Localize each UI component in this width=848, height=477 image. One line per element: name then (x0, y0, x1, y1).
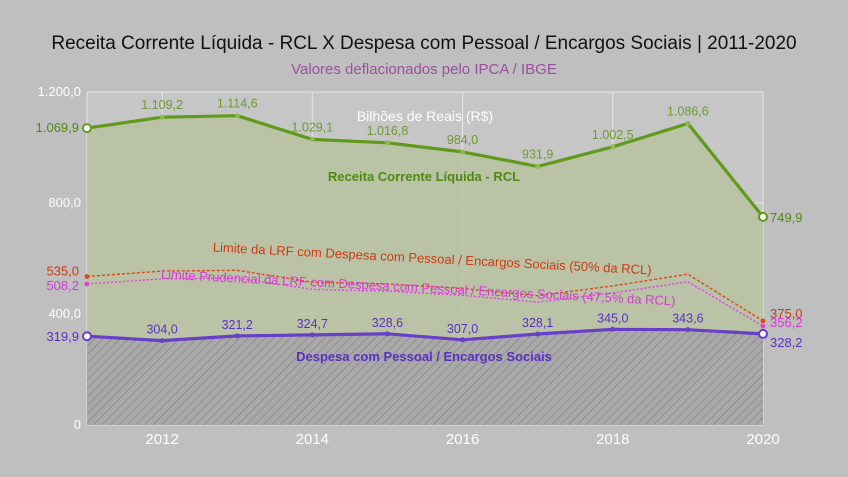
data-label-rcl: 931,9 (522, 147, 553, 161)
point-lrf (84, 274, 90, 279)
axis-ticks: 0 400,0 800,0 1.200,0 2012 2014 2016 2018 2020 (38, 84, 780, 448)
point-rcl (535, 163, 541, 169)
point-rcl (685, 120, 691, 126)
point-rcl (309, 136, 315, 142)
series-line-despesa (86, 327, 764, 343)
data-label-despesa: 321,2 (222, 318, 253, 332)
data-label-rcl: 1.029,1 (291, 120, 333, 134)
data-label-despesa: 324,7 (297, 317, 328, 331)
point-rcl (384, 140, 390, 146)
series-markers (82, 113, 768, 344)
data-label-despesa: 345,0 (597, 311, 628, 325)
point-despesa (535, 331, 541, 337)
data-label-despesa: 304,0 (146, 323, 177, 337)
data-label-rcl: 1.086,6 (667, 104, 709, 118)
point-rcl (234, 113, 240, 119)
data-label-rcl: 1.016,8 (367, 124, 409, 138)
point-despesa (384, 331, 390, 337)
y-tick-label: 0 (74, 417, 81, 432)
point-despesa (309, 332, 315, 338)
data-label-despesa: 343,6 (672, 312, 703, 326)
point-despesa (82, 331, 92, 342)
series-label-desp: Despesa com Pessoal / Encargos Sociais (296, 349, 552, 364)
data-label-rcl: 1.109,2 (141, 98, 183, 112)
data-label-rcl: 1.114,6 (217, 97, 258, 111)
y-tick-label: 1.200,0 (38, 84, 81, 99)
x-tick-label: 2012 (145, 431, 178, 448)
data-label-rcl: 749,9 (770, 210, 803, 225)
point-despesa (758, 328, 768, 339)
point-rcl (159, 114, 165, 120)
data-label-rcl: 984,0 (447, 133, 478, 147)
point-rcl (758, 211, 768, 222)
point-rcl (460, 149, 466, 155)
chart-title: Receita Corrente Líquida - RCL X Despesa… (51, 33, 796, 54)
point-lrf (760, 318, 766, 324)
data-label-prudencial: 356,2 (770, 315, 803, 330)
x-tick-label: 2014 (296, 431, 329, 448)
series-line-prudencial (86, 277, 764, 327)
data-label-rcl: 1.002,5 (592, 128, 634, 142)
point-despesa (685, 327, 691, 333)
point-despesa (234, 333, 240, 339)
y-tick-label: 400,0 (48, 306, 81, 321)
series-line-lrf (86, 269, 764, 322)
unit-label: Bilhões de Reais (R$) (357, 108, 493, 124)
point-despesa (460, 337, 466, 343)
chart-subtitle: Valores deflacionados pelo IPCA / IBGE (291, 61, 557, 78)
data-label-despesa: 328,6 (372, 316, 403, 330)
x-tick-label: 2016 (446, 431, 479, 448)
areas (87, 115, 763, 425)
data-label-prudencial: 508,2 (46, 278, 79, 293)
point-despesa (159, 338, 165, 344)
point-prudencial (760, 323, 766, 329)
data-label-rcl: 1.069,9 (36, 120, 79, 135)
area-despesa (87, 329, 763, 425)
data-label-despesa: 319,9 (46, 329, 79, 344)
point-despesa (610, 326, 616, 332)
x-tick-label: 2018 (596, 431, 629, 448)
series-label-rcl: Receita Corrente Líquida - RCL (328, 169, 520, 184)
point-rcl (82, 123, 92, 134)
x-tick-label: 2020 (746, 431, 779, 448)
data-label-despesa: 307,0 (447, 322, 478, 336)
data-labels: 1.069,9 1.109,2 1.114,6 1.029,1 1.016,8 984,0… (36, 97, 803, 350)
series-lines (86, 114, 765, 343)
data-label-lrf: 375,0 (770, 306, 803, 321)
data-label-despesa: 328,1 (522, 316, 553, 330)
data-label-despesa: 328,2 (770, 335, 803, 350)
y-tick-label: 800,0 (48, 195, 81, 210)
series-line-rcl (86, 114, 765, 218)
point-rcl (610, 144, 616, 150)
data-label-lrf: 535,0 (46, 264, 79, 279)
point-prudencial (84, 281, 90, 287)
